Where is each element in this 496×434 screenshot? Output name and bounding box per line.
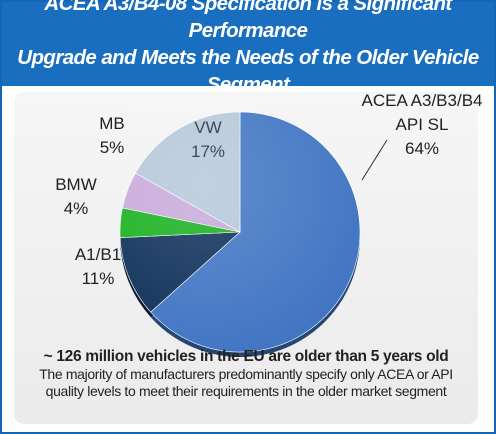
pie-slice-label-4: VW bbox=[194, 118, 221, 137]
pie-slice-label-0: ACEA A3/B3/B4 bbox=[362, 91, 483, 110]
leader-line bbox=[361, 139, 388, 181]
caption-sub-line-1: The majority of manufacturers predominan… bbox=[39, 366, 453, 382]
pie-pct-label-1: 11% bbox=[82, 269, 115, 288]
caption-main: ~ 126 million vehicles in the EU are old… bbox=[43, 348, 449, 365]
slide-header: ACEA A3/B4-08 Specification is a Signifi… bbox=[2, 0, 494, 96]
pie-pct-label-0: 64% bbox=[405, 139, 439, 158]
pie-pct-label-4: 17% bbox=[191, 142, 225, 161]
pie-slice-label-3: MB bbox=[99, 114, 125, 133]
pie-highlight bbox=[120, 112, 360, 352]
header-title-line-1: ACEA A3/B4-08 Specification is a Signifi… bbox=[44, 0, 452, 42]
pie-slice-label-1: A1/B1 bbox=[75, 245, 121, 264]
caption: ~ 126 million vehicles in the EU are old… bbox=[14, 347, 478, 400]
pie-pct-label-3: 5% bbox=[100, 138, 125, 157]
header-title-line-2: Upgrade and Meets the Needs of the Older… bbox=[17, 46, 479, 96]
caption-sub-line-2: quality levels to meet their requirement… bbox=[45, 383, 447, 399]
pie-slice-label-0: API SL bbox=[396, 115, 449, 134]
pie-slice-label-2: BMW bbox=[55, 175, 97, 194]
pie-pct-label-2: 4% bbox=[64, 199, 89, 218]
